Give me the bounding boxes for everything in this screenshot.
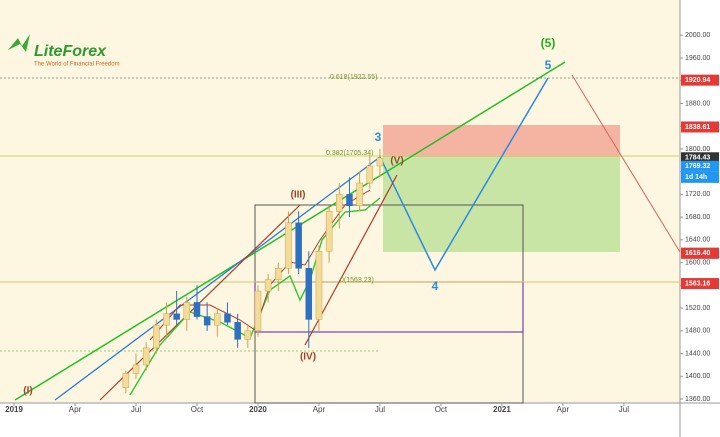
candle-body [153, 324, 160, 349]
candle-body [214, 313, 221, 326]
y-tick-label: 1800.00 [685, 146, 710, 153]
price-label-box [681, 121, 719, 133]
price-label-box [681, 160, 719, 172]
candle-body [264, 279, 272, 292]
y-tick-label: 2000.00 [685, 32, 710, 39]
price-label-box [681, 278, 719, 290]
candle-body [366, 165, 374, 184]
x-tick-label: Oct [435, 405, 448, 414]
logo-icon [8, 34, 30, 52]
price-label: 1769.32 [685, 163, 710, 170]
trend-line [571, 74, 681, 253]
candle-body [132, 364, 140, 374]
price-label: 1563.16 [685, 280, 710, 287]
y-tick-label: 1640.00 [685, 237, 710, 244]
stop-zone [383, 125, 620, 157]
price-axis [680, 0, 720, 437]
countdown: 1d 14h [685, 174, 707, 181]
y-tick-label: 1400.00 [685, 373, 710, 380]
x-tick-label: 2021 [493, 405, 511, 414]
wave-label: 3 [375, 130, 382, 144]
candle-body [254, 290, 262, 332]
trend-line [54, 156, 381, 401]
x-tick-label: 2020 [249, 405, 267, 414]
price-label-box [681, 74, 719, 86]
price-label: 1616.40 [685, 250, 710, 257]
fib-label: 0.382(1705.34) [326, 150, 373, 157]
candle-body [193, 302, 201, 317]
price-label: 1838.61 [685, 124, 710, 131]
candle-body [224, 313, 231, 323]
y-tick-label: 1480.00 [685, 328, 710, 335]
y-tick-label: 1880.00 [685, 100, 710, 107]
price-label-box [681, 247, 719, 259]
wave-label: 4 [432, 279, 439, 293]
x-tick-label: Jul [131, 405, 141, 414]
candle-body [275, 268, 282, 280]
fib-label: 0.618(1922.55) [330, 74, 377, 81]
candle-body [173, 313, 180, 320]
candle-body [244, 330, 252, 340]
series [122, 148, 384, 394]
candle-body [356, 182, 363, 207]
x-tick-label: Jul [375, 405, 385, 414]
candle-body [346, 194, 353, 207]
countdown-box [681, 171, 719, 183]
wave-projection [379, 77, 549, 272]
x-tick-label: Oct [191, 405, 204, 414]
wave-label: (V) [390, 156, 403, 167]
wave-label: (5) [541, 36, 556, 50]
candle-body [325, 211, 333, 252]
fib-label: 0(1563.23) [340, 277, 374, 284]
wave-label: 5 [545, 58, 552, 72]
x-tick-label: Jul [619, 405, 629, 414]
logo-tagline: The World of Financial Freedom [34, 62, 120, 68]
candle-body [234, 322, 241, 340]
candle-body [285, 222, 292, 269]
y-tick-label: 1520.00 [685, 305, 710, 312]
candle-body [336, 194, 343, 212]
drawings: (5) 5 3 (V) (III) 4 (IV) (I) 0.618(1922.… [0, 34, 681, 404]
candle-body [142, 347, 150, 366]
wave-label: (IV) [300, 352, 316, 363]
wave-label: (III) [291, 190, 306, 201]
candle-body [305, 268, 313, 320]
y-tick-label: 1600.00 [685, 259, 710, 266]
y-tick-label: 1680.00 [685, 214, 710, 221]
y-tick-label: 1360.00 [685, 396, 710, 403]
y-tick-label: 1440.00 [685, 350, 710, 357]
candle-body [163, 313, 170, 326]
logo-name: LiteForex [34, 43, 107, 60]
price-label: 1784.43 [685, 155, 710, 162]
x-tick-label: Apr [313, 405, 326, 414]
x-tick-label: Apr [69, 405, 82, 414]
wave-label: (I) [23, 386, 32, 397]
x-tick-label: 2019 [5, 405, 23, 414]
y-tick-label: 1720.00 [685, 191, 710, 198]
candle-body [315, 250, 323, 320]
y-tick-label: 1960.00 [685, 55, 710, 62]
x-tick-label: Apr [557, 405, 570, 414]
candle-body [376, 157, 384, 167]
time-axis [0, 403, 680, 437]
candle-body [183, 302, 191, 320]
price-label: 1920.94 [685, 77, 710, 84]
candle-body [295, 222, 302, 269]
price-label-box [681, 152, 719, 164]
candle-body [203, 316, 211, 326]
candle-body [122, 373, 130, 388]
